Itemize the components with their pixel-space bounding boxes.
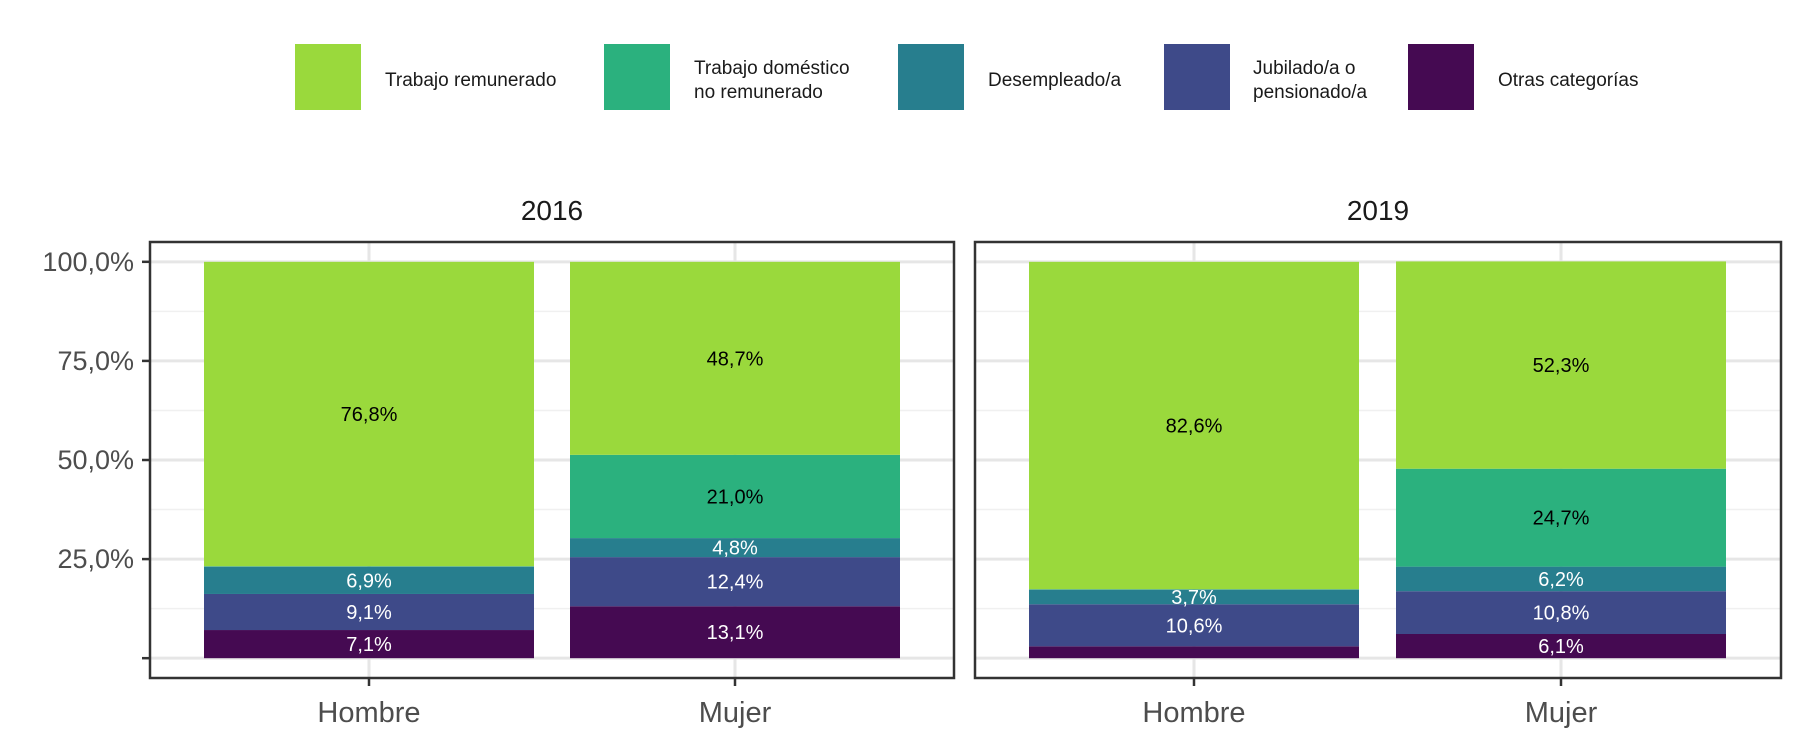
legend-item-jubilado: Jubilado/a o pensionado/a <box>1164 44 1368 110</box>
x-tick-label: Mujer <box>699 697 772 729</box>
legend-item-otras: Otras categorías <box>1408 44 1638 110</box>
bar-segment-otras <box>1029 646 1359 659</box>
legend-swatch-domestico <box>604 44 670 110</box>
y-tick-label: 100,0% <box>42 247 134 277</box>
data-label-trabajo: 48,7% <box>707 348 764 370</box>
bar-segment-otras <box>204 630 534 659</box>
legend-swatch-otras <box>1408 44 1474 110</box>
data-label-domestico: 24,7% <box>1533 508 1590 530</box>
legend-swatch-trabajo <box>295 44 361 110</box>
data-label-trabajo: 82,6% <box>1166 416 1223 438</box>
data-label-trabajo: 52,3% <box>1533 355 1590 377</box>
bar-segment-trabajo <box>204 261 534 567</box>
data-label-domestico: 21,0% <box>707 486 764 508</box>
bar-segment-jubilado <box>570 557 900 607</box>
legend-item-desempleado: Desempleado/a <box>898 44 1122 110</box>
data-label-trabajo: 76,8% <box>341 404 398 426</box>
bar-segment-jubilado <box>1396 591 1726 635</box>
data-label-desempleado: 6,2% <box>1538 569 1584 591</box>
bar-segment-otras <box>570 606 900 659</box>
data-label-jubilado: 9,1% <box>346 602 392 624</box>
y-tick-label: 25,0% <box>57 544 134 574</box>
bar-segment-domestico <box>570 454 900 539</box>
legend-item-domestico: Trabajo doméstico no remunerado <box>604 44 850 110</box>
data-label-desempleado: 6,9% <box>346 570 392 592</box>
data-label-desempleado: 4,8% <box>712 538 758 560</box>
data-label-desempleado: 3,7% <box>1171 587 1217 609</box>
bar-segment-trabajo <box>1396 261 1726 469</box>
bar-Mujer: 6,1% 10,8% 6,2% 24,7% 52,3% <box>1396 261 1726 659</box>
bar-segment-desempleado <box>1396 566 1726 592</box>
legend-label: Trabajo remunerado <box>385 70 556 91</box>
bar-segment-desempleado <box>570 538 900 558</box>
y-axis: 25,0% 50,0% 75,0% 100,0% <box>42 247 150 660</box>
x-tick-label: Hombre <box>1142 697 1245 729</box>
legend-label: pensionado/a <box>1253 82 1368 103</box>
bar-Hombre: 7,1% 9,1% 6,9% 76,8% <box>204 261 534 659</box>
data-label-otras: 13,1% <box>707 622 764 644</box>
bar-segment-jubilado <box>204 593 534 631</box>
legend-label: Desempleado/a <box>988 70 1122 91</box>
bar-segment-trabajo <box>570 261 900 455</box>
legend-label: no remunerado <box>694 82 823 103</box>
bar-segment-desempleado <box>204 566 534 594</box>
data-label-otras: 7,1% <box>346 634 392 656</box>
bar-segment-jubilado <box>1029 604 1359 647</box>
bar-segment-desempleado <box>1029 589 1359 605</box>
data-label-jubilado: 10,8% <box>1533 603 1590 625</box>
panel-title: 2019 <box>1347 195 1409 226</box>
legend-label: Otras categorías <box>1498 70 1638 91</box>
legend-label: Trabajo doméstico <box>694 58 850 79</box>
bar-Hombre: 10,6% 3,7% 82,6% <box>1029 261 1359 659</box>
legend-item-trabajo: Trabajo remunerado <box>295 44 556 110</box>
panel-border <box>973 240 1783 680</box>
x-tick-label: Hombre <box>317 697 420 729</box>
bar-segment-trabajo <box>1029 261 1359 590</box>
panel-2016: 2016 7,1% 9,1% 6,9% 76,8% Hombre 13,1% 12,4% 4,8… <box>42 195 956 729</box>
data-label-jubilado: 10,6% <box>1166 615 1223 637</box>
y-tick-label: 50,0% <box>57 445 134 475</box>
legend-label: Jubilado/a o <box>1253 58 1355 79</box>
panel-2019: 2019 10,6% 3,7% 82,6% Hombre 6,1% 10,8% 6,2% 24,… <box>973 195 1783 729</box>
data-label-otras: 6,1% <box>1538 636 1584 658</box>
legend-swatch-desempleado <box>898 44 964 110</box>
legend-swatch-jubilado <box>1164 44 1230 110</box>
y-tick-label: 75,0% <box>57 346 134 376</box>
bar-segment-domestico <box>1396 468 1726 567</box>
legend: Trabajo remunerado Trabajo doméstico no re… <box>295 44 1638 110</box>
bar-segment-otras <box>1396 634 1726 659</box>
x-tick-label: Mujer <box>1525 697 1598 729</box>
bar-Mujer: 13,1% 12,4% 4,8% 21,0% 48,7% <box>570 261 900 659</box>
chart-panels: 2016 7,1% 9,1% 6,9% 76,8% Hombre 13,1% 12,4% 4,8… <box>42 195 1783 729</box>
data-label-jubilado: 12,4% <box>707 572 764 594</box>
panel-title: 2016 <box>521 195 583 226</box>
